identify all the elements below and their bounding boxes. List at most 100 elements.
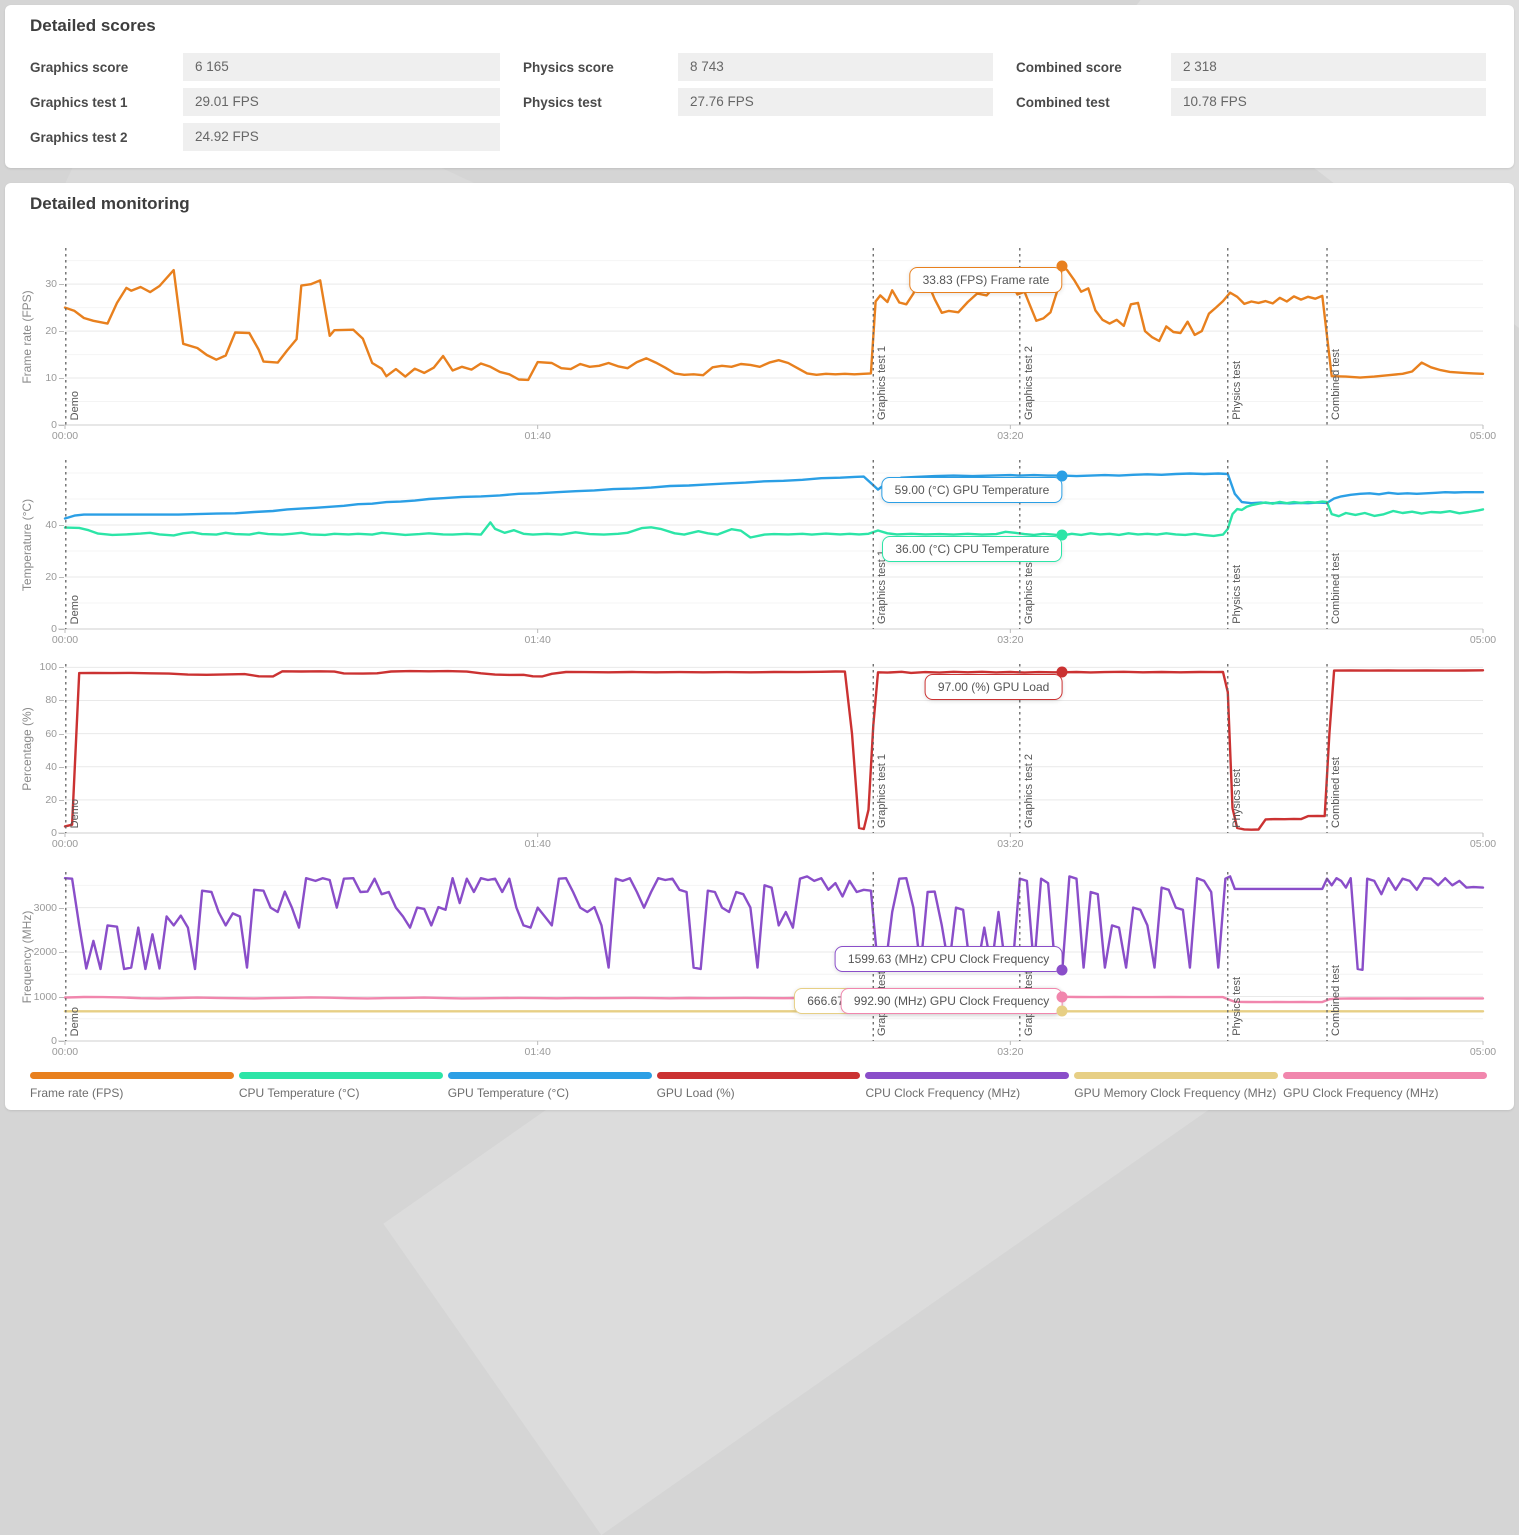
y-axis-tick-mark xyxy=(59,525,64,526)
frame-rate-chart: Frame rate (FPS) 0 10 20 30 00:00 01:40 03:20 0… xyxy=(5,248,1514,442)
score-row-physics-test: Physics test 27.76 FPS xyxy=(523,88,993,116)
chart-tooltip: 1599.63 (MHz) CPU Clock Frequency xyxy=(834,945,1063,972)
chart-tooltip: 59.00 (°C) GPU Temperature xyxy=(881,476,1063,503)
score-label: Physics test xyxy=(523,95,602,110)
score-row-graphics-score: Graphics score 6 165 xyxy=(30,53,500,81)
legend-swatch xyxy=(447,1072,652,1079)
frame-rate-plot[interactable]: 0 10 20 30 00:00 01:40 03:20 05:00 Demo Graphics … xyxy=(45,248,1496,442)
chart-canvas xyxy=(58,460,1485,633)
y-axis-tick-label: 1000 xyxy=(33,990,57,1003)
series-line xyxy=(63,265,1485,382)
legend-item-6[interactable]: GPU Clock Frequency (MHz) xyxy=(1283,1072,1488,1100)
x-axis-tick-label: 01:40 xyxy=(524,1046,551,1058)
x-axis-tick-label: 03:20 xyxy=(997,634,1024,646)
score-row-graphics-test-1: Graphics test 1 29.01 FPS xyxy=(30,88,500,116)
score-value: 27.76 FPS xyxy=(678,88,993,116)
x-axis-tick-label: 01:40 xyxy=(524,634,551,646)
x-axis-tick-label: 00:00 xyxy=(51,634,79,646)
y-axis-tick-mark xyxy=(59,629,64,630)
x-axis-tick-label: 05:00 xyxy=(1469,1046,1497,1058)
detailed-scores-card: Detailed scores Graphics score 6 165 Gra… xyxy=(5,5,1514,168)
score-row-physics-score: Physics score 8 743 xyxy=(523,53,993,81)
legend-item-0[interactable]: Frame rate (FPS) xyxy=(30,1072,234,1100)
y-axis-tick-label: 10 xyxy=(45,372,57,385)
phase-label: Graphics test 2 xyxy=(1022,346,1035,420)
y-axis-tick-mark xyxy=(59,378,64,380)
y-axis-tick-mark xyxy=(59,996,64,998)
series-line xyxy=(63,500,1485,539)
legend-swatch xyxy=(1074,1072,1279,1079)
legend-label: GPU Clock Frequency (MHz) xyxy=(1283,1086,1439,1100)
score-row-combined-test: Combined test 10.78 FPS xyxy=(1016,88,1486,116)
x-axis-tick-label: 03:20 xyxy=(997,430,1024,442)
y-axis-tick-mark xyxy=(59,284,64,286)
y-axis-tick-label: 0 xyxy=(51,419,57,431)
legend-item-2[interactable]: GPU Temperature (°C) xyxy=(447,1072,652,1100)
chart-canvas xyxy=(58,872,1485,1045)
score-row-graphics-test-2: Graphics test 2 24.92 FPS xyxy=(30,123,500,151)
frequency-plot[interactable]: 010002000300000:0001:4003:2005:00DemoGra… xyxy=(34,872,1496,1058)
scores-column-graphics: Graphics score 6 165 Graphics test 1 29.… xyxy=(30,53,500,163)
score-value: 6 165 xyxy=(183,53,500,81)
legend-swatch xyxy=(865,1072,1070,1079)
y-axis-tick-label: 80 xyxy=(45,694,57,707)
chart-legend: Frame rate (FPS) CPU Temperature (°C) GPU … xyxy=(30,1072,1492,1100)
chart-tooltip: 36.00 (°C) CPU Temperature xyxy=(882,536,1063,563)
percentage-plot[interactable]: 0 20 40 60 80 100 00:00 01:40 03:20 05:00 Demo Grap… xyxy=(39,661,1496,850)
hover-marker-dot xyxy=(1056,964,1068,976)
legend-swatch xyxy=(1283,1072,1488,1079)
phase-label: Combined test xyxy=(1330,757,1343,828)
scores-column-physics: Physics score 8 743 Physics test 27.76 F… xyxy=(523,53,993,163)
score-label: Graphics score xyxy=(30,60,129,75)
chart-canvas xyxy=(58,664,1485,837)
y-axis-tick-label: 0 xyxy=(51,623,57,635)
x-axis-tick-label: 03:20 xyxy=(997,838,1024,850)
legend-swatch xyxy=(238,1072,443,1079)
y-axis-tick-label: 3000 xyxy=(33,901,57,914)
legend-label: GPU Memory Clock Frequency (MHz) xyxy=(1074,1086,1277,1100)
y-axis-tick-mark xyxy=(59,733,64,735)
chart-tooltip: 992.90 (MHz) GPU Clock Frequency xyxy=(840,987,1063,1014)
detailed-monitoring-card: Detailed monitoring Frame rate (FPS) 0 10… xyxy=(5,183,1514,1110)
y-axis-label: Percentage (%) xyxy=(20,706,34,791)
y-axis-tick-mark xyxy=(59,577,64,578)
score-row-combined-score: Combined score 2 318 xyxy=(1016,53,1486,81)
y-axis-tick-mark xyxy=(59,799,64,801)
legend-swatch xyxy=(30,1072,234,1079)
legend-item-3[interactable]: GPU Load (%) xyxy=(656,1072,861,1100)
x-axis-tick-label: 01:40 xyxy=(524,430,551,442)
hover-marker-dot xyxy=(1056,666,1068,678)
phase-label: Combined test xyxy=(1330,965,1343,1036)
x-axis-tick-label: 05:00 xyxy=(1469,634,1497,646)
phase-label: Physics test xyxy=(1230,565,1243,624)
y-axis-tick-label: 20 xyxy=(45,325,57,338)
x-axis-tick-label: 05:00 xyxy=(1469,430,1497,442)
legend-item-4[interactable]: CPU Clock Frequency (MHz) xyxy=(865,1072,1070,1100)
y-axis-tick-label: 20 xyxy=(45,571,57,583)
x-axis-tick-label: 00:00 xyxy=(51,430,79,442)
chart-tooltip: 33.83 (FPS) Frame rate xyxy=(909,267,1063,294)
y-axis-tick-mark xyxy=(59,700,64,702)
legend-label: CPU Clock Frequency (MHz) xyxy=(865,1086,1021,1100)
y-axis-tick-label: 20 xyxy=(45,793,57,806)
legend-label: GPU Temperature (°C) xyxy=(447,1086,569,1100)
score-label: Combined score xyxy=(1016,60,1122,75)
score-value: 8 743 xyxy=(678,53,993,81)
temperature-plot[interactable]: 0 20 40 00:00 01:40 03:20 05:00 Demo Graphics te… xyxy=(45,460,1496,646)
y-axis-tick-mark xyxy=(59,833,64,834)
y-axis-tick-label: 100 xyxy=(39,661,57,674)
legend-item-5[interactable]: GPU Memory Clock Frequency (MHz) xyxy=(1074,1072,1279,1100)
percentage-chart: Percentage (%) 0 20 40 60 80 100 00:00 01:40 03:… xyxy=(5,661,1514,850)
y-axis-tick-mark xyxy=(59,667,64,669)
legend-item-1[interactable]: CPU Temperature (°C) xyxy=(238,1072,443,1100)
legend-label: Frame rate (FPS) xyxy=(30,1086,124,1100)
y-axis-tick-label: 0 xyxy=(51,827,57,839)
y-axis-tick-label: 2000 xyxy=(33,946,57,959)
series-line xyxy=(63,875,1485,972)
score-value: 24.92 FPS xyxy=(183,123,500,151)
temperature-chart: Temperature (°C) 0 20 40 00:00 01:40 03:20 05:… xyxy=(5,460,1514,646)
score-value: 29.01 FPS xyxy=(183,88,500,116)
detailed-monitoring-title: Detailed monitoring xyxy=(30,194,190,213)
phase-label: Physics test xyxy=(1230,361,1243,420)
y-axis-tick-label: 0 xyxy=(51,1035,57,1047)
